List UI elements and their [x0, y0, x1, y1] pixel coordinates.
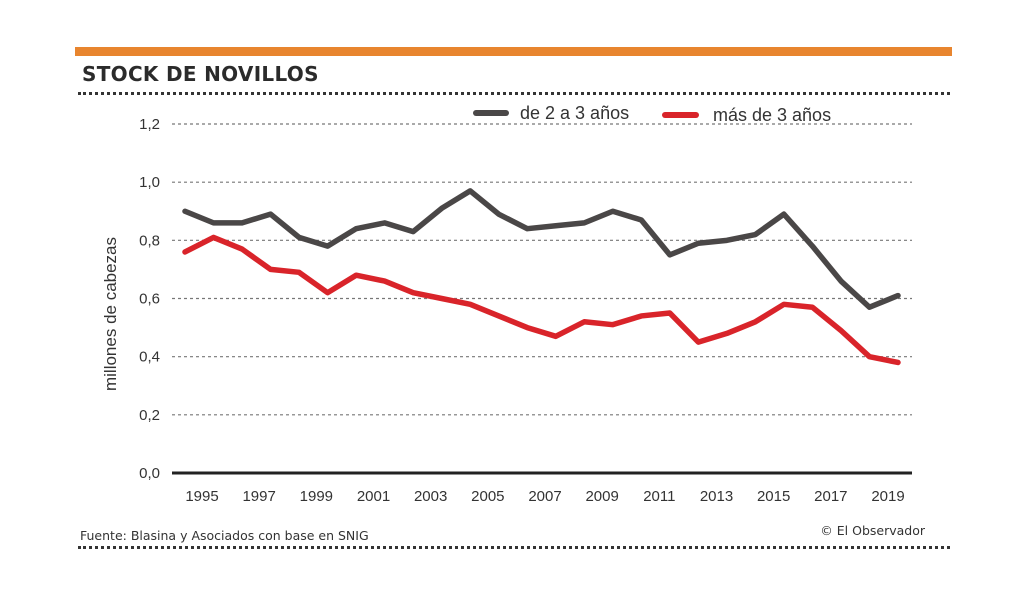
x-tick-label: 2009: [585, 488, 618, 505]
title-divider: [78, 92, 950, 95]
x-tick-label: 1999: [300, 488, 333, 505]
x-tick-label: 2017: [814, 488, 847, 505]
x-tick-label: 2019: [871, 488, 904, 505]
y-tick-label: 1,0: [139, 174, 160, 191]
legend-label-gray: de 2 a 3 años: [520, 103, 629, 123]
y-tick-label: 0,4: [139, 349, 160, 366]
footer-divider: [78, 546, 950, 549]
x-tick-label: 1997: [242, 488, 275, 505]
x-tick-label: 2007: [528, 488, 561, 505]
series-line-de-2-a-3-anos: [182, 188, 901, 310]
chart-title: STOCK DE NOVILLOS: [82, 62, 319, 86]
x-axis-ticks: 1995 1997 1999 2001 2003 2005 2007 2009 2011 2013…: [185, 488, 904, 505]
accent-bar: [75, 47, 952, 56]
series-line-mas-de-3-anos: [182, 234, 901, 366]
x-tick-label: 2015: [757, 488, 790, 505]
x-tick-label: 2011: [643, 488, 675, 505]
gridlines: [172, 123, 912, 475]
legend: de 2 a 3 años más de 3 años: [473, 103, 831, 125]
y-tick-label: 1,2: [139, 116, 160, 133]
x-tick-label: 2003: [414, 488, 447, 505]
x-tick-label: 2005: [471, 488, 504, 505]
x-tick-label: 1995: [185, 488, 218, 505]
x-tick-label: 2013: [700, 488, 733, 505]
source-note: Fuente: Blasina y Asociados con base en …: [80, 528, 369, 543]
y-tick-label: 0,2: [139, 407, 160, 424]
y-axis-ticks: 0,0 0,2 0,4 0,6 0,8 1,0 1,2: [139, 116, 160, 482]
y-axis-label: millones de cabezas: [101, 237, 120, 391]
legend-label-red: más de 3 años: [713, 105, 831, 125]
series-lines: [182, 188, 901, 366]
credit-note: © El Observador: [820, 523, 925, 538]
x-tick-label: 2001: [357, 488, 390, 505]
y-tick-label: 0,6: [139, 291, 160, 308]
y-tick-label: 0,8: [139, 232, 160, 249]
y-tick-label: 0,0: [139, 465, 160, 482]
